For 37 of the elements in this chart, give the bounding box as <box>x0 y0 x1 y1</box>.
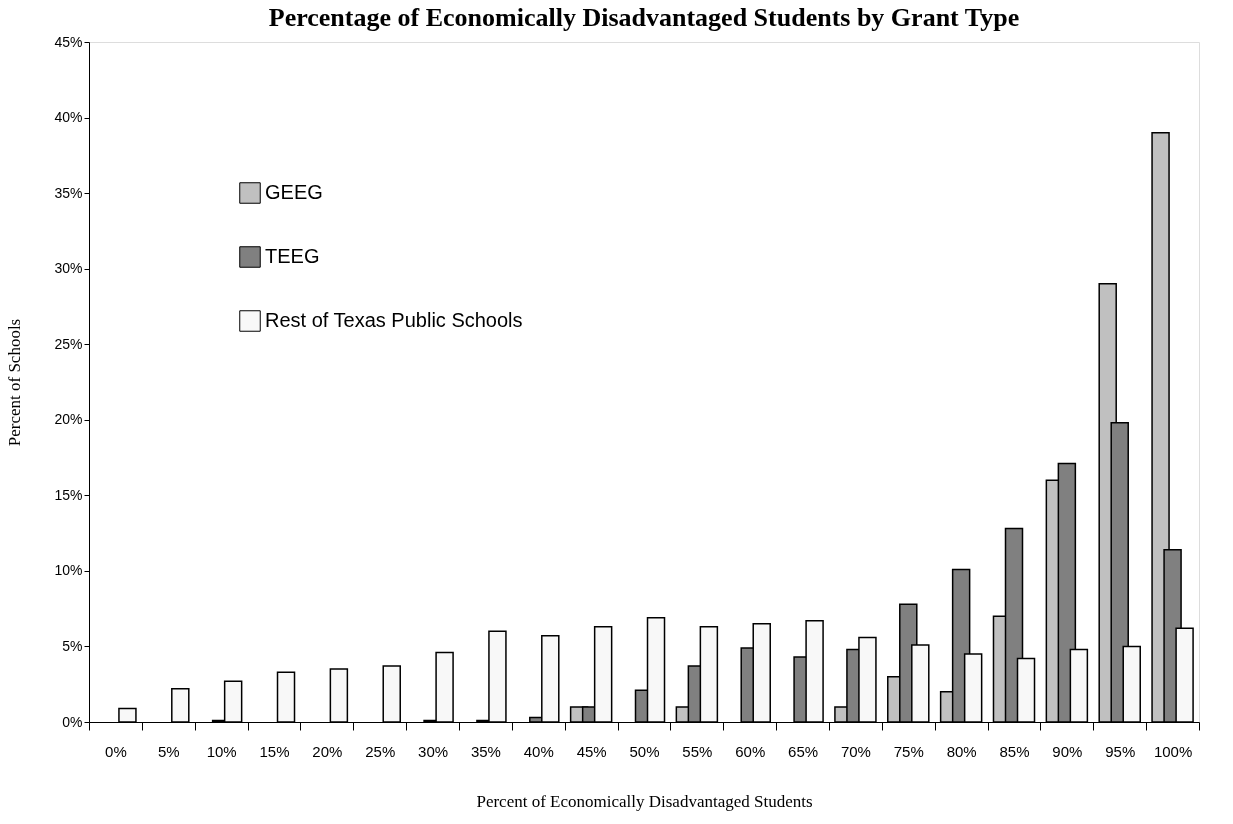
x-tick-label: 95% <box>1105 742 1136 760</box>
y-tick-label: 15% <box>54 486 83 503</box>
x-tick-label: 5% <box>157 742 180 760</box>
y-tick-label: 0% <box>62 713 83 730</box>
y-tick-label: 30% <box>54 260 83 277</box>
x-tick-label: 45% <box>576 742 607 760</box>
x-tick-label: 25% <box>365 742 396 760</box>
y-tick-label: 45% <box>54 33 83 50</box>
y-tick-label: 20% <box>54 411 83 428</box>
y-tick-label: 40% <box>54 109 83 126</box>
y-tick-label: 5% <box>62 637 83 654</box>
legend-label: TEEG <box>265 245 320 267</box>
x-tick-label: 65% <box>788 742 819 760</box>
y-tick-label: 25% <box>54 335 83 352</box>
x-axis-title: Percent of Economically Disadvantaged Students <box>476 791 813 811</box>
x-tick-label: 90% <box>1052 742 1083 760</box>
x-tick-label: 75% <box>893 742 924 760</box>
x-tick-label: 70% <box>840 742 871 760</box>
y-tick-label: 10% <box>54 562 83 579</box>
y-tick-label: 35% <box>54 184 83 201</box>
chart-title: Percentage of Economically Disadvantaged Students by Grant Type <box>268 3 1020 32</box>
x-tick-label: 0% <box>105 742 127 760</box>
x-tick-label: 10% <box>206 742 237 760</box>
x-tick-label: 40% <box>523 742 554 760</box>
x-tick-label: 35% <box>470 742 501 760</box>
legend-label: GEEG <box>265 181 323 203</box>
x-tick-label: 85% <box>999 742 1030 760</box>
legend-label: Rest of Texas Public Schools <box>265 309 523 331</box>
x-tick-label: 60% <box>735 742 766 760</box>
x-tick-label: 100% <box>1153 742 1193 760</box>
x-tick-label: 55% <box>682 742 713 760</box>
x-tick-label: 20% <box>312 742 343 760</box>
x-tick-label: 15% <box>259 742 290 760</box>
x-tick-label: 50% <box>629 742 660 760</box>
y-axis-title: Percent of Schools <box>5 318 25 447</box>
x-tick-label: 30% <box>418 742 449 760</box>
x-tick-label: 80% <box>946 742 977 760</box>
